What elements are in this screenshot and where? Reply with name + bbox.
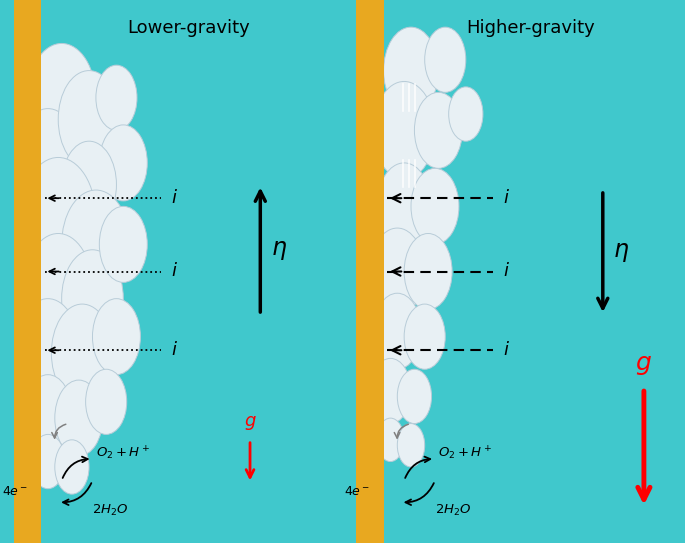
Circle shape [62, 250, 123, 348]
Text: $i$: $i$ [171, 341, 178, 359]
Text: $i$: $i$ [503, 341, 510, 359]
Text: $g$: $g$ [636, 353, 652, 377]
Text: $2H_2O$: $2H_2O$ [435, 503, 471, 518]
Circle shape [373, 293, 421, 369]
Text: $4e^-$: $4e^-$ [1, 485, 28, 498]
Circle shape [24, 375, 72, 451]
Text: $i$: $i$ [171, 189, 178, 207]
Circle shape [397, 369, 432, 424]
Circle shape [51, 304, 113, 402]
Text: Lower-gravity: Lower-gravity [127, 19, 250, 37]
Circle shape [425, 27, 466, 92]
Circle shape [62, 141, 116, 228]
Circle shape [377, 163, 432, 250]
Text: $4e^-$: $4e^-$ [344, 485, 371, 498]
Circle shape [411, 168, 459, 244]
Circle shape [414, 92, 462, 168]
Circle shape [373, 81, 435, 179]
Text: $2H_2O$: $2H_2O$ [92, 503, 129, 518]
Circle shape [55, 440, 89, 494]
Bar [14, 0, 41, 543]
Circle shape [96, 65, 137, 130]
Circle shape [384, 27, 438, 114]
Circle shape [86, 369, 127, 434]
Circle shape [31, 434, 65, 489]
Text: $i$: $i$ [503, 189, 510, 207]
Circle shape [24, 233, 92, 342]
Circle shape [404, 233, 452, 310]
Circle shape [27, 43, 96, 152]
Circle shape [17, 109, 79, 206]
Circle shape [397, 424, 425, 467]
Circle shape [92, 299, 140, 375]
Circle shape [377, 418, 404, 462]
Text: $i$: $i$ [171, 262, 178, 281]
Circle shape [62, 190, 130, 299]
Circle shape [404, 304, 445, 369]
Text: $O_2 + H^+$: $O_2 + H^+$ [438, 445, 493, 462]
Circle shape [370, 228, 425, 315]
Circle shape [99, 125, 147, 201]
Text: $\eta$: $\eta$ [271, 238, 287, 262]
Text: Higher-gravity: Higher-gravity [466, 19, 595, 37]
Circle shape [17, 299, 79, 396]
Bar [356, 0, 384, 543]
Text: $\eta$: $\eta$ [613, 241, 630, 264]
Text: $O_2 + H^+$: $O_2 + H^+$ [96, 445, 150, 462]
Text: $i$: $i$ [503, 262, 510, 281]
Circle shape [21, 157, 96, 277]
Circle shape [99, 206, 147, 282]
Circle shape [58, 71, 120, 168]
Circle shape [370, 358, 411, 424]
Circle shape [55, 380, 103, 456]
Text: $g$: $g$ [244, 414, 256, 432]
Circle shape [449, 87, 483, 141]
